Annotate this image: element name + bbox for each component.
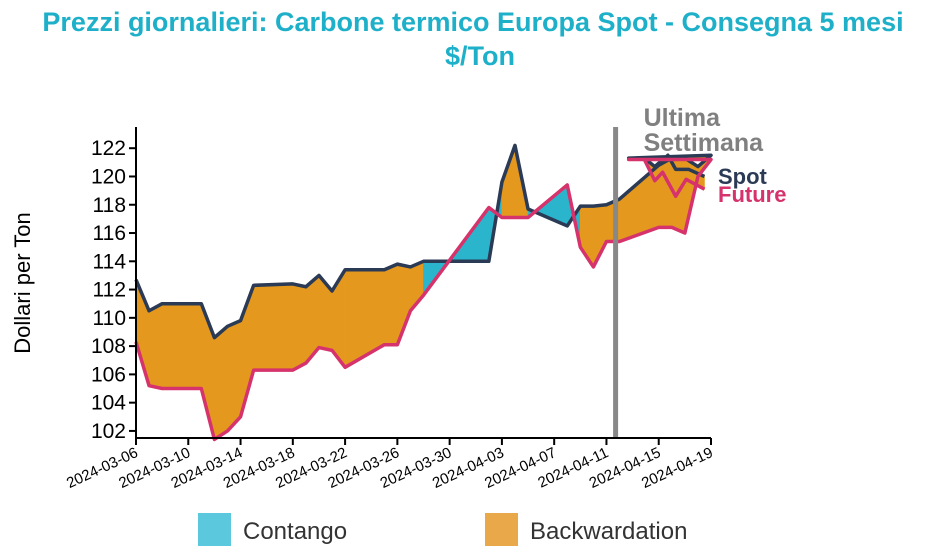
y-tick-label: 102 <box>91 420 126 443</box>
backwardation-area <box>292 283 307 371</box>
backwardation-area <box>227 320 241 432</box>
chart-subtitle: $/Ton <box>445 41 515 71</box>
legend-swatch-backwardation <box>485 513 518 546</box>
x-ticks: 2024-03-062024-03-102024-03-142024-03-18… <box>64 438 716 492</box>
y-tick-label: 108 <box>91 335 126 358</box>
future-series-label: Future <box>718 182 786 207</box>
y-tick-label: 104 <box>91 392 126 415</box>
spot-series-label: Spot <box>718 164 768 189</box>
backwardation-area <box>214 325 228 440</box>
y-tick-label: 116 <box>93 222 126 245</box>
backwardation-area <box>253 283 294 371</box>
last-week-label-line2: Settimana <box>644 129 765 157</box>
y-tick-label: 120 <box>91 165 126 188</box>
y-tick-label: 106 <box>91 363 126 386</box>
backwardation-area <box>383 263 398 346</box>
legend-swatch-contango <box>198 513 231 546</box>
backwardation-area <box>161 303 202 389</box>
backwardation-area <box>344 269 385 368</box>
y-ticks: 102 104 106 108 110 112 114 116 118 120 122 <box>91 137 136 443</box>
legend-label-contango: Contango <box>243 518 347 545</box>
spot-line <box>134 143 713 340</box>
chart-title: Prezzi giornalieri: Carbone termico Euro… <box>42 7 903 37</box>
future-line <box>134 157 713 442</box>
y-tick-label: 122 <box>91 137 126 160</box>
y-tick-label: 112 <box>93 279 126 302</box>
y-tick-label: 110 <box>93 307 126 330</box>
y-axis-label: Dollari per Ton <box>10 212 35 353</box>
backwardation-area <box>148 303 163 389</box>
backwardation-area <box>397 263 411 345</box>
y-tick-label: 114 <box>93 250 127 273</box>
last-week-label-line1: Ultima <box>644 104 722 132</box>
axes <box>135 127 711 439</box>
legend-label-backwardation: Backwardation <box>530 518 687 545</box>
legend: Contango Backwardation <box>198 513 687 546</box>
y-tick-label: 118 <box>93 194 126 217</box>
series-lines <box>134 143 713 442</box>
